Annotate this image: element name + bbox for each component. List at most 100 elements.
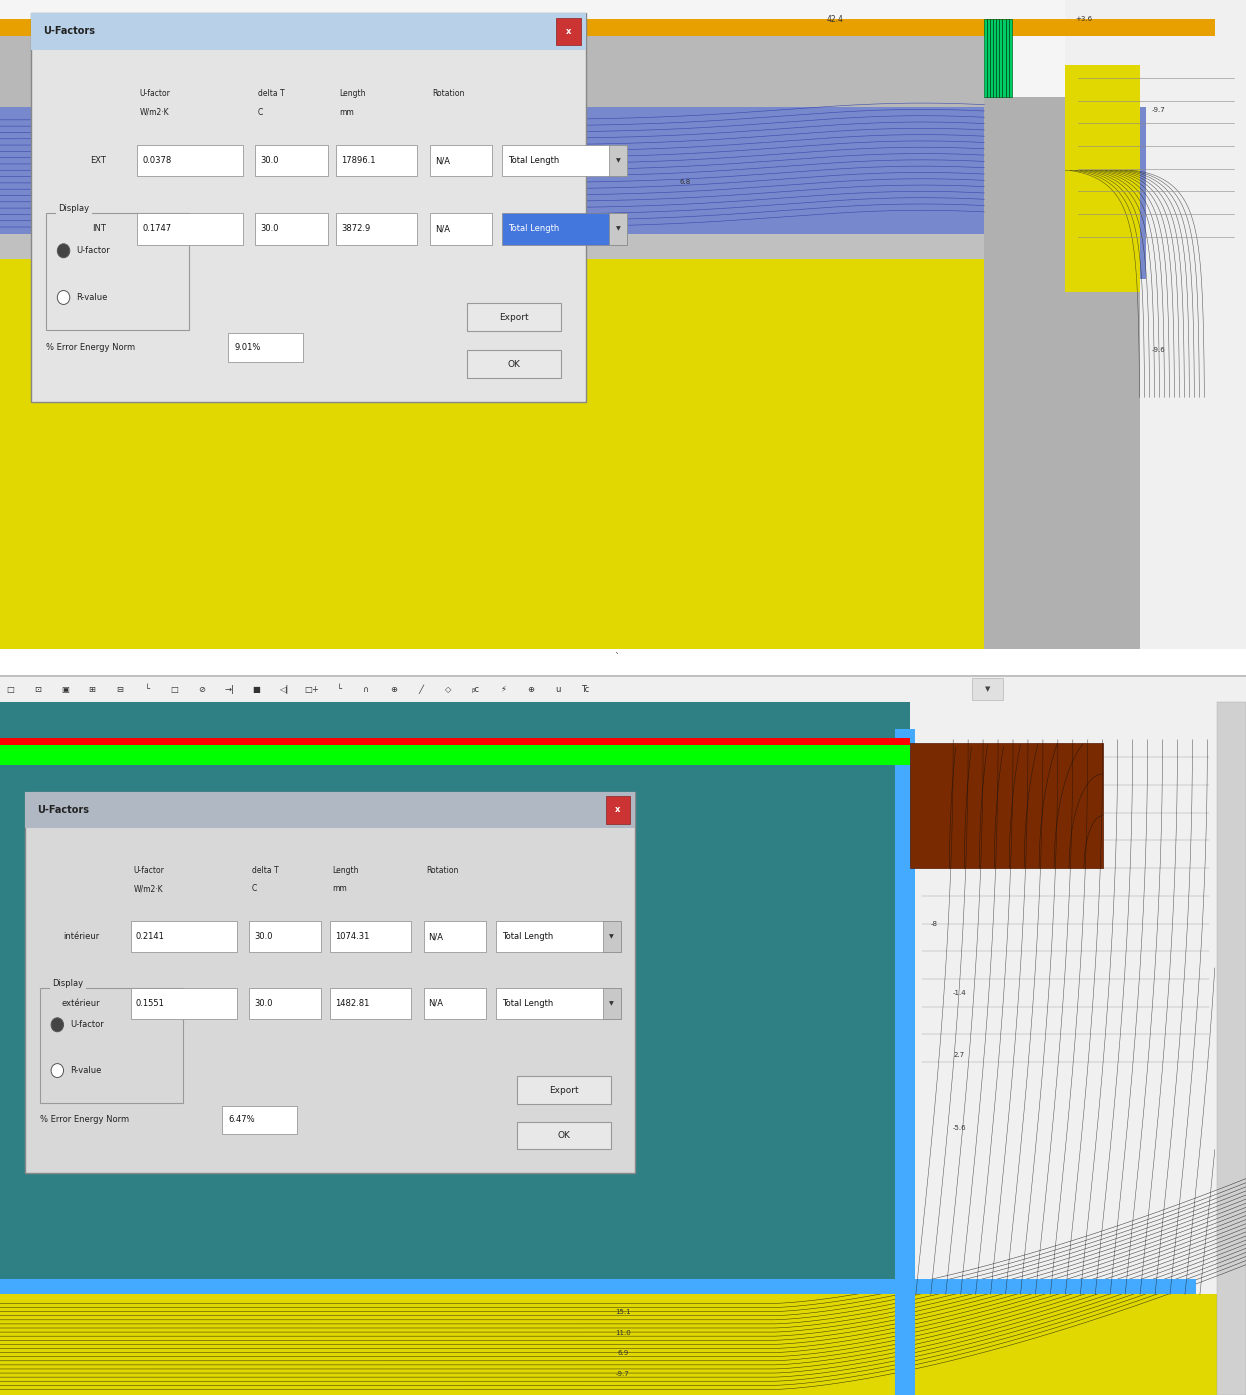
Bar: [1065, 292, 1140, 649]
Bar: [131, 922, 237, 951]
Text: EXT: EXT: [90, 156, 106, 166]
Text: ⊘: ⊘: [198, 685, 206, 693]
Bar: [1065, 0, 1246, 649]
Bar: [603, 988, 621, 1018]
Text: % Error Energy Norm: % Error Energy Norm: [46, 343, 136, 352]
Text: □: □: [171, 685, 178, 693]
Text: U-factor: U-factor: [140, 89, 171, 98]
Text: 2.7: 2.7: [954, 1052, 964, 1059]
Text: 42.4: 42.4: [826, 15, 844, 24]
Bar: [502, 213, 627, 244]
Bar: [31, 13, 586, 50]
Bar: [467, 350, 561, 378]
Text: └: └: [336, 685, 341, 693]
Text: 30.0: 30.0: [254, 999, 273, 1009]
Bar: [517, 1077, 611, 1103]
Text: OK: OK: [557, 1131, 571, 1140]
Bar: [910, 744, 1103, 868]
Text: mm: mm: [333, 884, 348, 893]
Text: ◁|: ◁|: [279, 685, 289, 693]
Text: 2.7: 2.7: [406, 195, 416, 201]
Text: 0.1747: 0.1747: [142, 225, 171, 233]
Circle shape: [57, 244, 70, 258]
Text: -5.6: -5.6: [953, 1126, 966, 1131]
Text: x: x: [616, 805, 621, 815]
Circle shape: [51, 1018, 64, 1032]
Text: 19.2: 19.2: [490, 15, 507, 24]
Text: INT: INT: [92, 225, 106, 233]
Bar: [984, 98, 1065, 649]
Text: ▼: ▼: [609, 1002, 614, 1006]
Bar: [40, 988, 183, 1102]
Bar: [984, 20, 1012, 98]
Text: Length: Length: [339, 89, 365, 98]
Text: 0.1551: 0.1551: [136, 999, 164, 1009]
Text: W/m2·K: W/m2·K: [140, 107, 169, 117]
Bar: [249, 988, 321, 1018]
Text: 3872.9: 3872.9: [341, 225, 370, 233]
Bar: [31, 13, 586, 402]
Bar: [496, 922, 621, 951]
Text: N/A: N/A: [435, 156, 450, 166]
Text: ■: ■: [253, 685, 260, 693]
Text: ⊞: ⊞: [88, 685, 96, 693]
Text: 17896.1: 17896.1: [341, 156, 376, 166]
Text: Tc: Tc: [582, 685, 589, 693]
Text: 0.2141: 0.2141: [136, 932, 164, 942]
Text: ▼: ▼: [616, 159, 621, 163]
Text: └: └: [145, 685, 150, 693]
Text: ▼: ▼: [984, 686, 991, 692]
Text: Total Length: Total Length: [502, 999, 553, 1009]
Bar: [137, 145, 243, 176]
Bar: [0, 745, 910, 766]
Text: -9.6: -9.6: [1151, 347, 1166, 353]
Bar: [609, 213, 627, 244]
Bar: [0, 649, 1246, 679]
Bar: [255, 213, 328, 244]
Bar: [496, 988, 621, 1018]
Bar: [0, 675, 1246, 702]
Text: 30.0: 30.0: [254, 932, 273, 942]
Bar: [330, 988, 411, 1018]
Bar: [46, 213, 189, 331]
Text: 6.9: 6.9: [617, 1350, 629, 1356]
Bar: [336, 213, 417, 244]
Bar: [972, 678, 1003, 700]
Text: ◇: ◇: [445, 685, 452, 693]
Bar: [228, 333, 303, 363]
Text: -9.7: -9.7: [616, 1371, 630, 1377]
Text: Length: Length: [333, 866, 359, 875]
Text: ▼: ▼: [616, 226, 621, 232]
Text: R-value: R-value: [70, 1066, 101, 1076]
Text: ⊡: ⊡: [34, 685, 41, 693]
Text: -9.7: -9.7: [1151, 107, 1166, 113]
Bar: [0, 738, 910, 745]
Text: ╱: ╱: [419, 685, 424, 693]
Text: mm: mm: [339, 107, 354, 117]
Bar: [222, 1106, 297, 1134]
Text: U-Factors: U-Factors: [44, 27, 96, 36]
Circle shape: [57, 290, 70, 304]
Bar: [1215, 0, 1246, 649]
Text: Total Length: Total Length: [508, 156, 559, 166]
Text: ⊕: ⊕: [527, 685, 535, 693]
Bar: [25, 792, 635, 829]
Text: R-value: R-value: [76, 293, 107, 301]
Text: Display: Display: [52, 979, 83, 988]
Text: Rotation: Rotation: [426, 866, 459, 875]
Bar: [606, 797, 630, 823]
Text: U-factor: U-factor: [133, 866, 164, 875]
Text: 11.0: 11.0: [616, 1329, 630, 1335]
Bar: [0, 675, 1246, 677]
Bar: [430, 145, 492, 176]
Text: N/A: N/A: [429, 932, 444, 942]
Text: delta T: delta T: [252, 866, 278, 875]
Text: u: u: [556, 685, 561, 693]
Text: 30.0: 30.0: [260, 225, 279, 233]
Bar: [609, 145, 627, 176]
Text: -1.6: -1.6: [429, 81, 444, 88]
Text: Export: Export: [500, 312, 528, 322]
Text: N/A: N/A: [435, 225, 450, 233]
Text: -8: -8: [931, 921, 938, 926]
Text: % Error Energy Norm: % Error Energy Norm: [40, 1115, 130, 1124]
